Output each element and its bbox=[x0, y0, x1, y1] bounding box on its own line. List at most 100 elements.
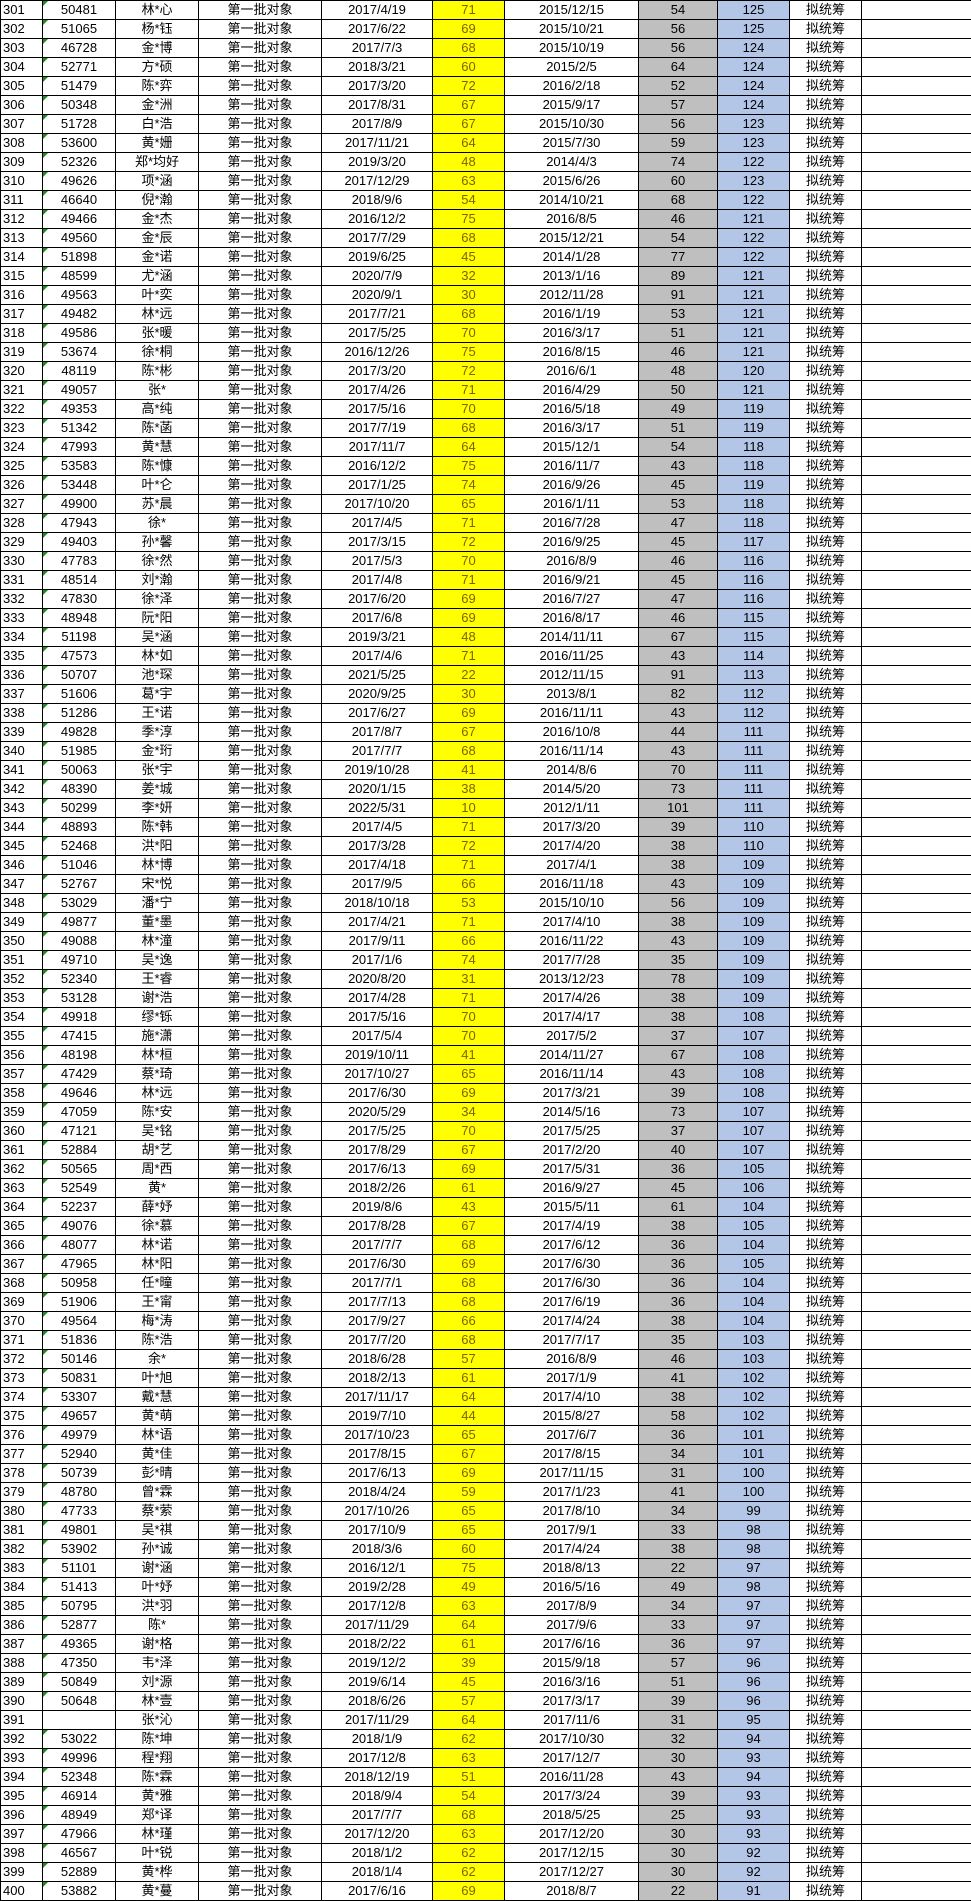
id-cell[interactable]: 50481 bbox=[42, 0, 116, 20]
id-cell[interactable]: 48948 bbox=[42, 608, 116, 628]
empty-cell[interactable] bbox=[861, 1007, 971, 1027]
start-date-cell[interactable]: 2013/8/1 bbox=[504, 684, 639, 704]
name-cell[interactable]: 缪*铄 bbox=[115, 1007, 199, 1027]
id-cell[interactable]: 53674 bbox=[42, 342, 116, 362]
batch-cell[interactable]: 第一批对象 bbox=[198, 1463, 322, 1483]
total-cell[interactable]: 96 bbox=[717, 1691, 790, 1711]
total-cell[interactable]: 97 bbox=[717, 1615, 790, 1635]
months-cell[interactable]: 43 bbox=[638, 1767, 718, 1787]
batch-cell[interactable]: 第一批对象 bbox=[198, 38, 322, 58]
name-cell[interactable]: 徐*慕 bbox=[115, 1216, 199, 1236]
score-cell[interactable]: 64 bbox=[432, 1615, 505, 1635]
name-cell[interactable]: 韦*泽 bbox=[115, 1653, 199, 1673]
score-cell[interactable]: 65 bbox=[432, 1520, 505, 1540]
batch-cell[interactable]: 第一批对象 bbox=[198, 228, 322, 248]
batch-cell[interactable]: 第一批对象 bbox=[198, 684, 322, 704]
name-cell[interactable]: 任*曈 bbox=[115, 1273, 199, 1293]
empty-cell[interactable] bbox=[861, 1691, 971, 1711]
id-cell[interactable]: 51898 bbox=[42, 247, 116, 267]
status-cell[interactable]: 拟统筹 bbox=[789, 1197, 862, 1217]
months-cell[interactable]: 49 bbox=[638, 1577, 718, 1597]
total-cell[interactable]: 102 bbox=[717, 1387, 790, 1407]
total-cell[interactable]: 115 bbox=[717, 627, 790, 647]
id-cell[interactable]: 47121 bbox=[42, 1121, 116, 1141]
months-cell[interactable]: 54 bbox=[638, 0, 718, 20]
batch-cell[interactable]: 第一批对象 bbox=[198, 1691, 322, 1711]
row-number-cell[interactable]: 389 bbox=[0, 1672, 43, 1692]
score-cell[interactable]: 66 bbox=[432, 874, 505, 894]
empty-cell[interactable] bbox=[861, 114, 971, 134]
total-cell[interactable]: 120 bbox=[717, 361, 790, 381]
id-cell[interactable]: 53029 bbox=[42, 893, 116, 913]
score-cell[interactable]: 70 bbox=[432, 399, 505, 419]
months-cell[interactable]: 38 bbox=[638, 1387, 718, 1407]
total-cell[interactable]: 109 bbox=[717, 874, 790, 894]
start-date-cell[interactable]: 2017/1/23 bbox=[504, 1482, 639, 1502]
batch-cell[interactable]: 第一批对象 bbox=[198, 969, 322, 989]
empty-cell[interactable] bbox=[861, 1444, 971, 1464]
batch-cell[interactable]: 第一批对象 bbox=[198, 0, 322, 20]
name-cell[interactable]: 王*睿 bbox=[115, 969, 199, 989]
date-cell[interactable]: 2017/6/30 bbox=[321, 1083, 433, 1103]
status-cell[interactable]: 拟统筹 bbox=[789, 247, 862, 267]
date-cell[interactable]: 2018/6/28 bbox=[321, 1349, 433, 1369]
status-cell[interactable]: 拟统筹 bbox=[789, 1482, 862, 1502]
name-cell[interactable]: 金*诺 bbox=[115, 247, 199, 267]
start-date-cell[interactable]: 2017/3/21 bbox=[504, 1083, 639, 1103]
status-cell[interactable]: 拟统筹 bbox=[789, 361, 862, 381]
empty-cell[interactable] bbox=[861, 836, 971, 856]
start-date-cell[interactable]: 2017/12/7 bbox=[504, 1748, 639, 1768]
row-number-cell[interactable]: 346 bbox=[0, 855, 43, 875]
empty-cell[interactable] bbox=[861, 1596, 971, 1616]
id-cell[interactable]: 49076 bbox=[42, 1216, 116, 1236]
batch-cell[interactable]: 第一批对象 bbox=[198, 1121, 322, 1141]
batch-cell[interactable]: 第一批对象 bbox=[198, 437, 322, 457]
status-cell[interactable]: 拟统筹 bbox=[789, 1102, 862, 1122]
date-cell[interactable]: 2019/3/20 bbox=[321, 152, 433, 172]
name-cell[interactable]: 林*潼 bbox=[115, 931, 199, 951]
batch-cell[interactable]: 第一批对象 bbox=[198, 1178, 322, 1198]
months-cell[interactable]: 56 bbox=[638, 114, 718, 134]
date-cell[interactable]: 2017/6/27 bbox=[321, 703, 433, 723]
id-cell[interactable]: 48949 bbox=[42, 1805, 116, 1825]
start-date-cell[interactable]: 2015/10/10 bbox=[504, 893, 639, 913]
name-cell[interactable]: 倪*瀚 bbox=[115, 190, 199, 210]
start-date-cell[interactable]: 2016/8/9 bbox=[504, 551, 639, 571]
row-number-cell[interactable]: 385 bbox=[0, 1596, 43, 1616]
row-number-cell[interactable]: 380 bbox=[0, 1501, 43, 1521]
name-cell[interactable]: 杨*钰 bbox=[115, 19, 199, 39]
name-cell[interactable]: 黄*慧 bbox=[115, 437, 199, 457]
batch-cell[interactable]: 第一批对象 bbox=[198, 1235, 322, 1255]
empty-cell[interactable] bbox=[861, 76, 971, 96]
status-cell[interactable]: 拟统筹 bbox=[789, 494, 862, 514]
id-cell[interactable]: 49979 bbox=[42, 1425, 116, 1445]
date-cell[interactable]: 2020/9/25 bbox=[321, 684, 433, 704]
batch-cell[interactable]: 第一批对象 bbox=[198, 456, 322, 476]
total-cell[interactable]: 117 bbox=[717, 532, 790, 552]
status-cell[interactable]: 拟统筹 bbox=[789, 798, 862, 818]
score-cell[interactable]: 68 bbox=[432, 38, 505, 58]
date-cell[interactable]: 2018/10/18 bbox=[321, 893, 433, 913]
batch-cell[interactable]: 第一批对象 bbox=[198, 1406, 322, 1426]
id-cell[interactable]: 49918 bbox=[42, 1007, 116, 1027]
id-cell[interactable]: 49057 bbox=[42, 380, 116, 400]
date-cell[interactable]: 2017/8/29 bbox=[321, 1140, 433, 1160]
start-date-cell[interactable]: 2015/10/19 bbox=[504, 38, 639, 58]
months-cell[interactable]: 41 bbox=[638, 1482, 718, 1502]
start-date-cell[interactable]: 2012/11/28 bbox=[504, 285, 639, 305]
months-cell[interactable]: 47 bbox=[638, 589, 718, 609]
months-cell[interactable]: 36 bbox=[638, 1634, 718, 1654]
name-cell[interactable]: 姜*城 bbox=[115, 779, 199, 799]
months-cell[interactable]: 58 bbox=[638, 1406, 718, 1426]
id-cell[interactable]: 52468 bbox=[42, 836, 116, 856]
date-cell[interactable]: 2019/10/11 bbox=[321, 1045, 433, 1065]
total-cell[interactable]: 121 bbox=[717, 380, 790, 400]
id-cell[interactable]: 49088 bbox=[42, 931, 116, 951]
row-number-cell[interactable]: 393 bbox=[0, 1748, 43, 1768]
id-cell[interactable]: 52940 bbox=[42, 1444, 116, 1464]
batch-cell[interactable]: 第一批对象 bbox=[198, 380, 322, 400]
months-cell[interactable]: 37 bbox=[638, 1026, 718, 1046]
id-cell[interactable]: 47350 bbox=[42, 1653, 116, 1673]
id-cell[interactable]: 48077 bbox=[42, 1235, 116, 1255]
score-cell[interactable]: 64 bbox=[432, 1387, 505, 1407]
